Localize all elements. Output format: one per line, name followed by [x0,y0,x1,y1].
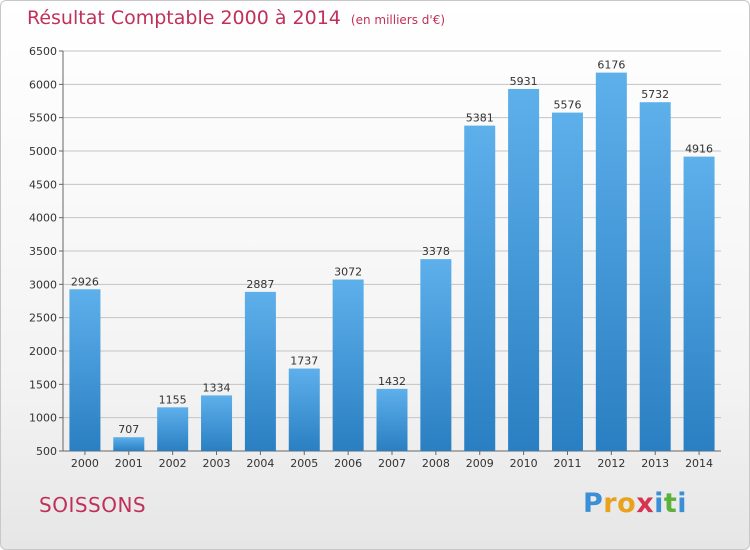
x-tick-label: 2004 [246,457,274,470]
logo-letter: i [677,488,688,519]
y-tick-label: 1500 [29,378,57,391]
bar [244,291,276,451]
x-tick-label: 2005 [290,457,318,470]
data-label: 5576 [553,99,581,112]
x-tick-label: 2012 [597,457,625,470]
x-tick-label: 2009 [466,457,494,470]
y-tick-label: 6000 [29,78,57,91]
x-tick-label: 2006 [334,457,362,470]
logo-letter: P [583,488,604,519]
bar [69,289,101,451]
data-label: 5931 [510,75,538,88]
bar [332,279,364,451]
x-tick-label: 2007 [378,457,406,470]
x-tick-label: 2014 [685,457,713,470]
data-label: 1334 [203,381,231,394]
x-tick-label: 2000 [71,457,99,470]
bar [113,437,145,451]
bar [288,368,320,451]
y-tick-label: 4500 [29,178,57,191]
bar [201,395,233,451]
data-label: 2887 [246,278,274,291]
y-tick-label: 2000 [29,345,57,358]
data-label: 1155 [159,393,187,406]
proxiti-logo: Proxiti [583,488,687,519]
data-label: 4916 [685,143,713,156]
data-label: 5732 [641,88,669,101]
data-label: 3072 [334,266,362,279]
y-tick-label: 3000 [29,278,57,291]
y-tick-label: 4000 [29,212,57,225]
y-tick-label: 5500 [29,112,57,125]
bar [639,102,671,451]
x-tick-label: 2003 [203,457,231,470]
data-label: 707 [118,423,139,436]
chart-subtitle: (en milliers d'€) [350,13,446,27]
y-tick-label: 1000 [29,412,57,425]
x-tick-label: 2010 [510,457,538,470]
bar [420,259,452,451]
logo-letter: o [617,488,637,519]
bar [595,72,627,451]
bar [508,88,540,451]
y-tick-label: 500 [36,445,57,458]
logo-letter: r [603,488,618,519]
data-label: 5381 [466,112,494,125]
bar [464,125,496,451]
y-tick-label: 2500 [29,312,57,325]
x-tick-label: 2008 [422,457,450,470]
logo-letter: t [663,488,678,519]
bar [551,112,583,451]
y-tick-label: 3500 [29,245,57,258]
bar [376,388,408,451]
chart-title: Résultat Comptable 2000 à 2014 (en millie… [27,7,445,29]
city-name: SOISSONS [39,493,147,517]
logo-letter: x [636,488,655,519]
bar [683,156,715,451]
x-tick-label: 2001 [115,457,143,470]
data-label: 2926 [71,275,99,288]
x-tick-label: 2002 [159,457,187,470]
data-label: 3378 [422,245,450,258]
y-tick-label: 5000 [29,145,57,158]
data-label: 1737 [290,355,318,368]
logo-letter: i [654,488,664,519]
x-tick-label: 2013 [641,457,669,470]
data-label: 6176 [597,59,625,72]
y-tick-label: 6500 [29,45,57,58]
x-tick-label: 2011 [553,457,581,470]
bar [157,407,189,451]
data-label: 1432 [378,375,406,388]
chart-title-text: Résultat Comptable 2000 à 2014 [27,7,341,29]
